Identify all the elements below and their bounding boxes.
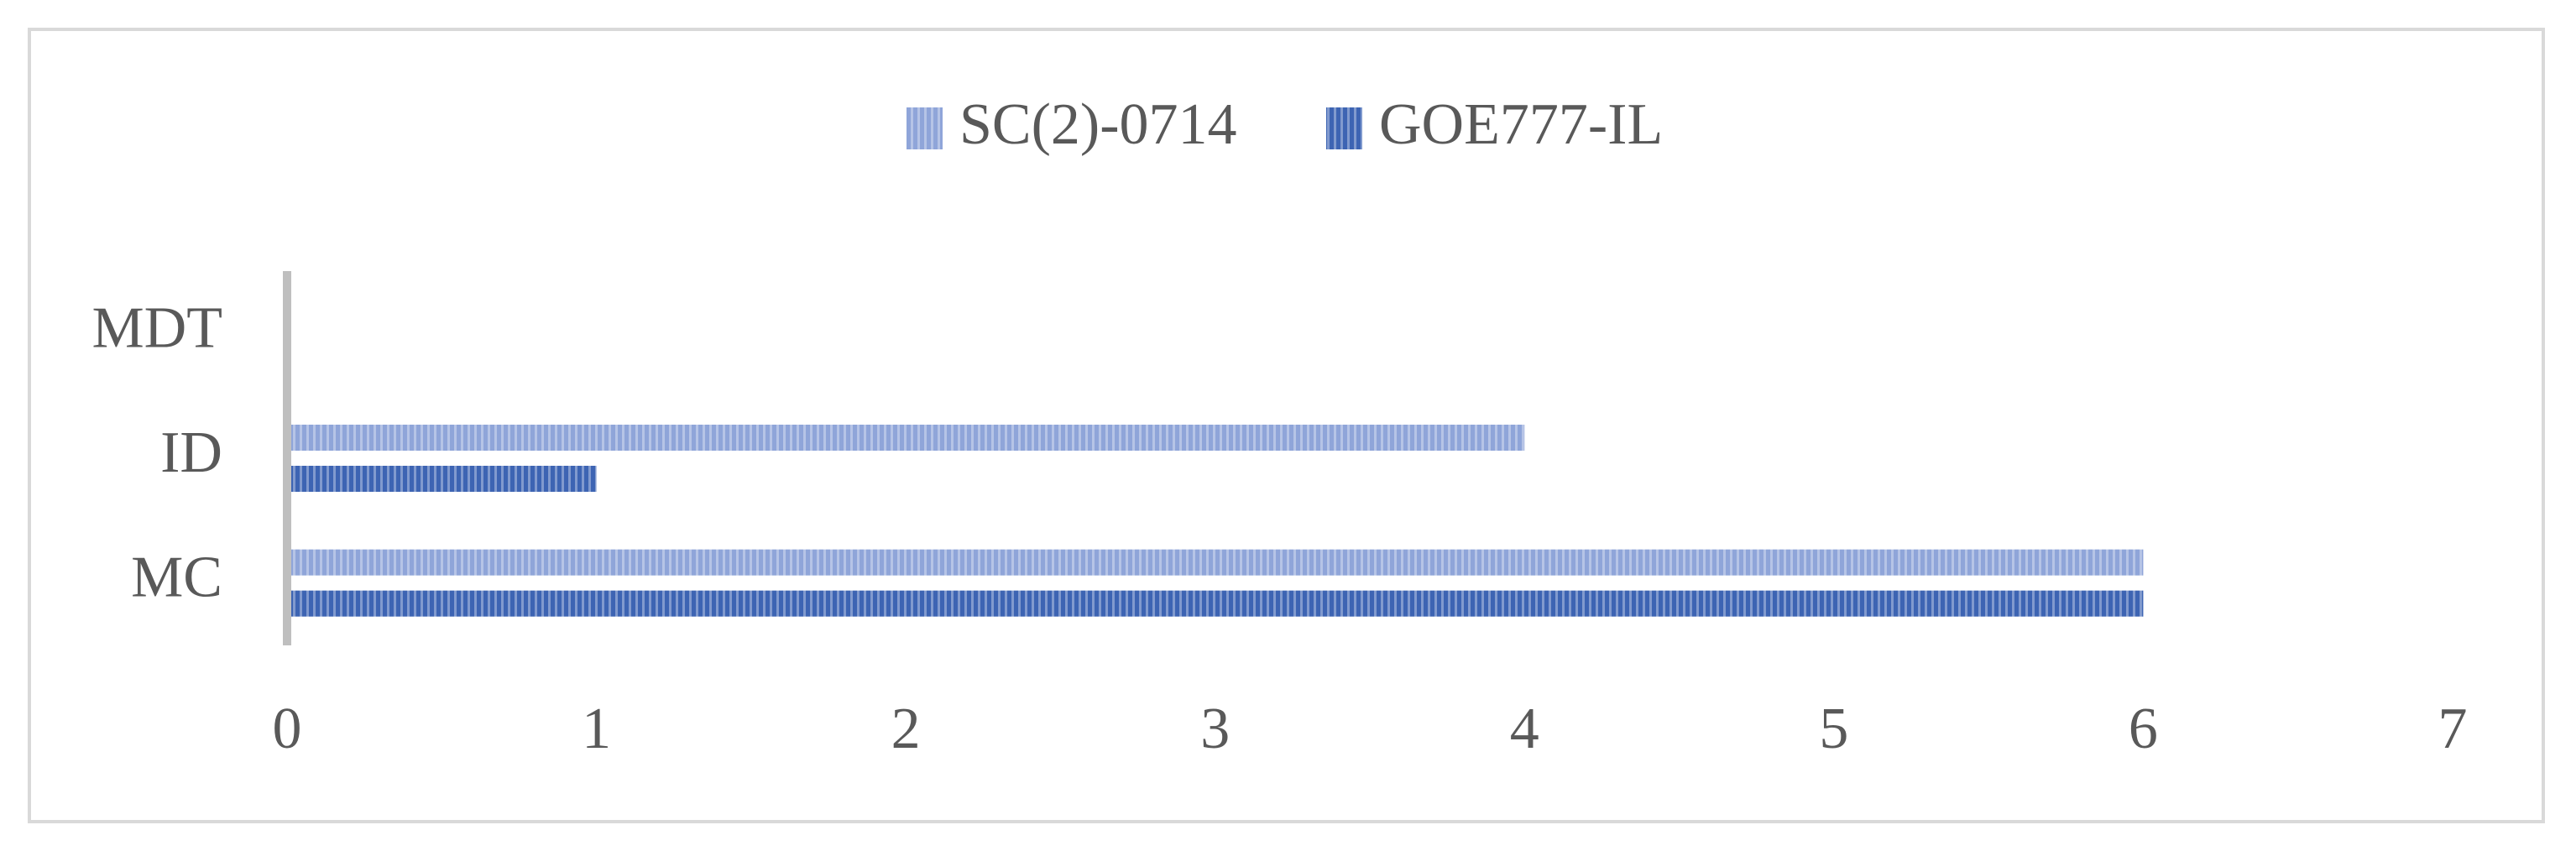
- x-tick-label: 0: [273, 697, 302, 761]
- x-tick-label: 4: [1510, 697, 1539, 761]
- x-tick-label: 2: [891, 697, 921, 761]
- x-tick-label: 3: [1200, 697, 1230, 761]
- x-tick-label: 1: [582, 697, 611, 761]
- y-tick-label: ID: [160, 420, 222, 485]
- y-tick-label: MDT: [91, 295, 222, 360]
- x-tick-label: 7: [2438, 697, 2468, 761]
- legend-swatch: [907, 107, 943, 149]
- legend-swatch: [1326, 107, 1362, 149]
- y-tick-label: MC: [131, 546, 222, 610]
- bar: [287, 590, 2144, 617]
- legend-label: GOE777-IL: [1379, 92, 1663, 157]
- bar: [287, 466, 597, 492]
- x-tick-label: 6: [2129, 697, 2158, 761]
- legend-label: SC(2)-0714: [959, 92, 1237, 157]
- bar: [287, 425, 1525, 451]
- x-tick-label: 5: [1819, 697, 1848, 761]
- bar: [287, 549, 2144, 576]
